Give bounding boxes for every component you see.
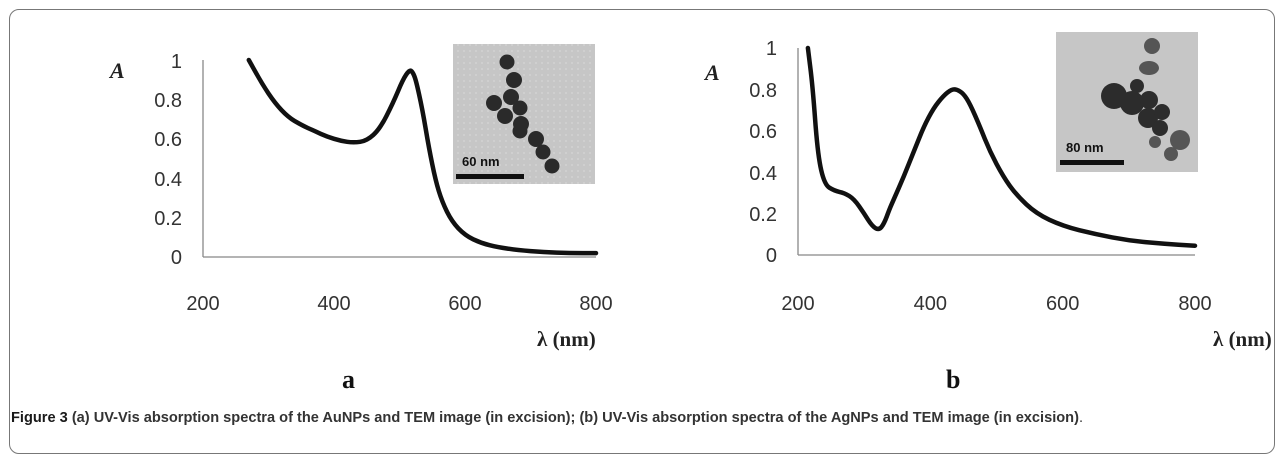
absorbance-curve-b xyxy=(805,45,1198,248)
x-tick-a-2: 600 xyxy=(448,293,481,315)
y-tick-b-1: 0.2 xyxy=(749,204,777,226)
y-axis-label-a: A xyxy=(108,58,125,83)
y-tick-b-2: 0.4 xyxy=(749,163,777,185)
scale-bar-label-a: 60 nm xyxy=(462,154,500,169)
x-tick-b-3: 800 xyxy=(1178,293,1211,315)
panel-label-b: b xyxy=(946,365,960,394)
x-tick-a-3: 800 xyxy=(579,293,612,315)
caption-figure-label: Figure 3 xyxy=(11,410,68,426)
shared-labels-layer: λ (nm) xyxy=(537,327,596,351)
y-tick-a-5: 1 xyxy=(171,51,182,73)
x-tick-a-1: 400 xyxy=(317,293,350,315)
y-tick-a-3: 0.6 xyxy=(154,129,182,151)
scale-bar-label-b: 80 nm xyxy=(1066,140,1104,155)
y-tick-b-0: 0 xyxy=(766,245,777,267)
x-tick-b-2: 600 xyxy=(1046,293,1079,315)
figure-caption: Figure 3 (a) UV-Vis absorption spectra o… xyxy=(11,407,1273,429)
x-axis-label-b: λ (nm) xyxy=(1213,327,1272,351)
inset-tem-image-a: 60 nm xyxy=(453,44,595,184)
caption-text: (a) UV-Vis absorption spectra of the AuN… xyxy=(67,410,1079,426)
y-tick-b-3: 0.6 xyxy=(749,121,777,143)
chart-a: 60 nm A 0 0.2 0.4 0.6 0.8 1 200 400 600 … xyxy=(108,44,613,394)
y-tick-b-5: 1 xyxy=(766,38,777,60)
x-tick-b-1: 400 xyxy=(914,293,947,315)
y-tick-b-4: 0.8 xyxy=(749,80,777,102)
y-tick-a-1: 0.2 xyxy=(154,208,182,230)
y-tick-a-0: 0 xyxy=(171,247,182,269)
x-tick-b-0: 200 xyxy=(781,293,814,315)
caption-end: . xyxy=(1078,410,1084,426)
x-axis-label-a: λ (nm) xyxy=(537,327,596,351)
absorbance-curve-a xyxy=(246,57,599,256)
x-tick-a-0: 200 xyxy=(186,293,219,315)
inset-tem-image-b: 80 nm xyxy=(1056,32,1198,172)
panel-label-a: a xyxy=(342,365,355,394)
y-tick-a-2: 0.4 xyxy=(154,169,182,191)
y-tick-a-4: 0.8 xyxy=(154,90,182,112)
chart-b: 80 nm A 0 0.2 0.4 0.6 0.8 1 200 400 600 … xyxy=(703,32,1272,394)
y-axis-label-b: A xyxy=(703,60,720,85)
